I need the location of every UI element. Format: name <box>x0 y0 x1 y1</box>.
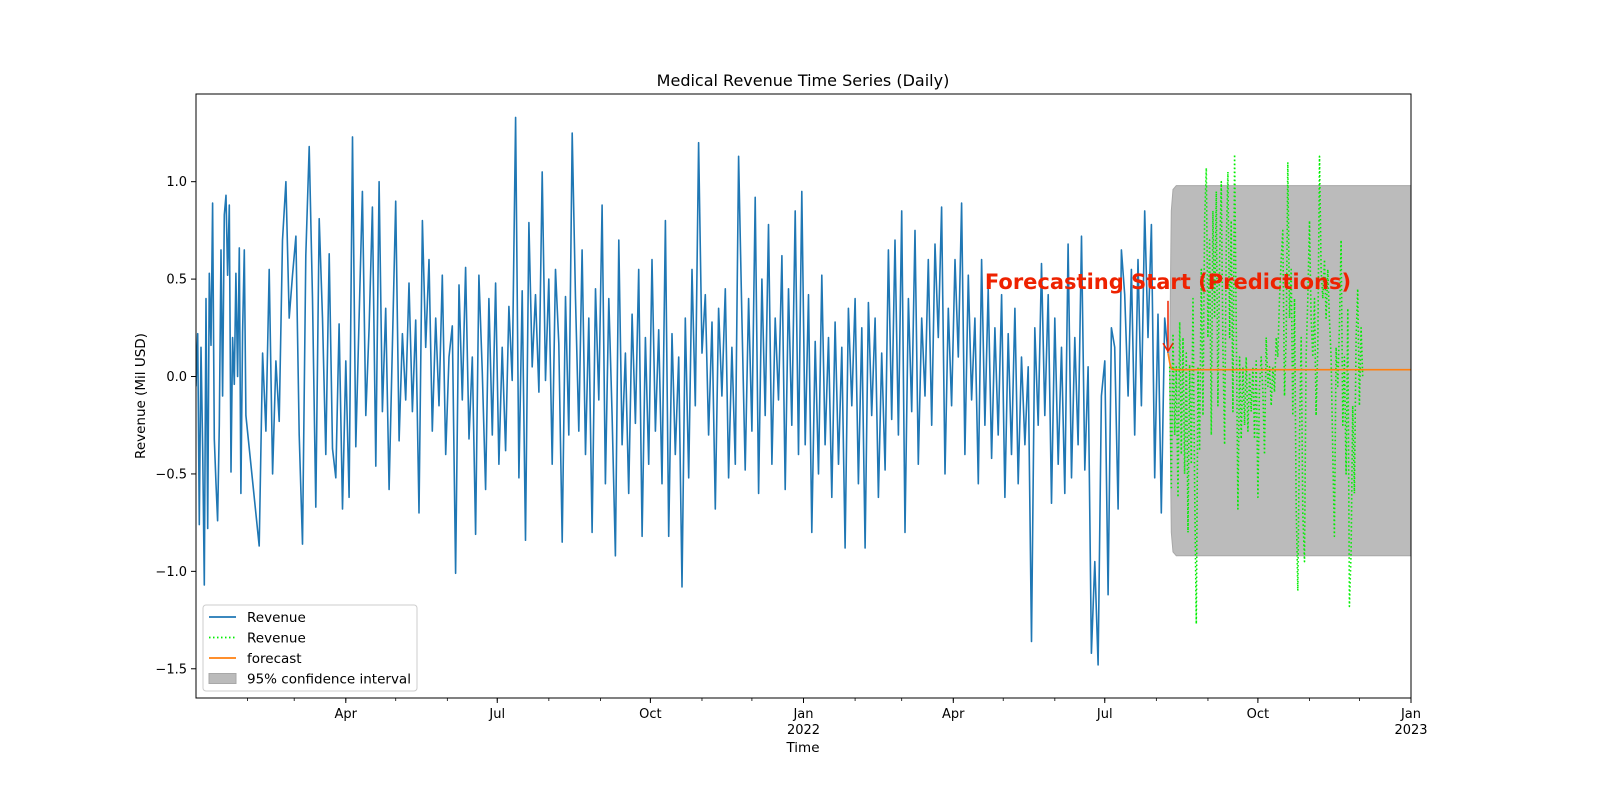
series-line-3-forecast <box>1167 352 1411 371</box>
confidence-band <box>1169 185 1411 557</box>
y-axis-label: Revenue (Mil USD) <box>133 333 149 459</box>
x-tick-label-4: Apr <box>942 707 965 722</box>
legend-label-2: forecast <box>247 651 302 667</box>
x-tick-label-1: Jul <box>488 707 505 722</box>
annotation-arrow-head <box>1162 342 1174 353</box>
legend-label-3: 95% confidence interval <box>247 672 411 688</box>
x-axis-label: Time <box>785 740 819 756</box>
series-line-2-revenue <box>1168 153 1364 625</box>
y-tick-label-0: 1.0 <box>166 175 187 190</box>
y-tick-label-3: −0.5 <box>155 467 187 482</box>
plot-content <box>196 116 1411 666</box>
x-tick-year-label-7: 2023 <box>1394 723 1427 738</box>
legend-box <box>202 604 418 692</box>
y-tick-label-2: 0.0 <box>166 370 187 385</box>
legend-label-1: Revenue <box>247 631 306 647</box>
legend-swatch-3 <box>208 673 237 684</box>
x-tick-label-3: Jan <box>792 707 813 722</box>
legend: Revenue Revenue forecast 95% confidence int… <box>202 604 418 692</box>
y-tick-label-1: 0.5 <box>166 273 187 288</box>
x-tick-year-label-3: 2022 <box>787 723 820 738</box>
x-tick-label-6: Oct <box>1247 707 1269 722</box>
x-tick-label-0: Apr <box>335 707 358 722</box>
x-tick-label-7: Jan <box>1400 707 1421 722</box>
x-tick-label-5: Jul <box>1096 707 1113 722</box>
annotation-text: Forecasting Start (Predictions) <box>985 270 1351 294</box>
y-tick-label-4: −1.0 <box>155 565 187 580</box>
annotation: Forecasting Start (Predictions) <box>985 270 1351 353</box>
legend-label-0: Revenue <box>247 610 306 626</box>
x-tick-label-2: Oct <box>639 707 661 722</box>
plot-area <box>196 116 1411 666</box>
series-line-1-revenue <box>196 116 1169 666</box>
y-tick-label-5: −1.5 <box>155 662 187 677</box>
chart-title: Medical Revenue Time Series (Daily) <box>657 71 950 90</box>
